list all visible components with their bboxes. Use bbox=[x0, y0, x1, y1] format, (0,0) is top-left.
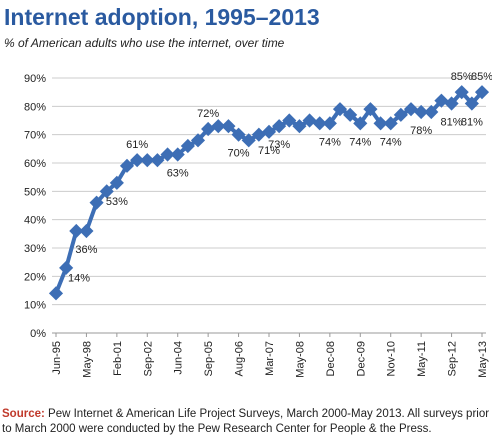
marker bbox=[464, 96, 479, 111]
marker bbox=[363, 102, 378, 117]
x-tick-label: Dec-08 bbox=[325, 341, 337, 376]
x-tick-label: May-13 bbox=[477, 341, 489, 378]
x-tick-label: Aug-06 bbox=[234, 341, 246, 376]
marker bbox=[322, 116, 337, 131]
x-tick-label: Sep-05 bbox=[203, 341, 215, 376]
y-tick-label: 30% bbox=[24, 243, 46, 255]
y-tick-label: 90% bbox=[24, 73, 46, 85]
marker bbox=[150, 153, 165, 168]
marker bbox=[59, 260, 74, 275]
source-text: Pew Internet & American Life Project Sur… bbox=[2, 408, 490, 435]
chart-subtitle: % of American adults who use the interne… bbox=[4, 36, 285, 50]
data-label: 74% bbox=[319, 136, 341, 148]
x-tick-label: Mar-07 bbox=[264, 341, 276, 376]
y-tick-label: 0% bbox=[30, 328, 46, 340]
marker bbox=[393, 107, 408, 122]
marker bbox=[180, 138, 195, 154]
y-tick-label: 50% bbox=[24, 186, 46, 198]
data-label: 74% bbox=[380, 136, 402, 148]
marker bbox=[79, 223, 94, 239]
marker bbox=[332, 102, 348, 117]
marker bbox=[424, 104, 439, 120]
marker bbox=[241, 133, 256, 148]
data-label: 73% bbox=[268, 139, 290, 151]
marker bbox=[160, 147, 175, 162]
data-label: 85% bbox=[451, 71, 473, 83]
marker bbox=[474, 85, 490, 100]
y-tick-label: 40% bbox=[24, 215, 46, 227]
marker bbox=[251, 127, 266, 142]
x-tick-label: Feb-01 bbox=[112, 341, 124, 376]
marker bbox=[414, 104, 429, 120]
marker bbox=[343, 107, 358, 122]
marker bbox=[190, 133, 206, 148]
marker bbox=[373, 116, 388, 131]
chart-title: Internet adoption, 1995–2013 bbox=[4, 4, 320, 30]
y-tick-label: 80% bbox=[24, 101, 46, 113]
data-label: 14% bbox=[68, 272, 90, 284]
data-label: 53% bbox=[106, 196, 128, 208]
line bbox=[54, 89, 484, 295]
x-tick-label: Dec-09 bbox=[355, 341, 367, 376]
marker bbox=[312, 116, 327, 131]
data-label: 61% bbox=[126, 139, 148, 151]
marker bbox=[170, 147, 185, 162]
data-label: 81% bbox=[441, 117, 463, 129]
x-tick-label: Jun-04 bbox=[173, 341, 185, 375]
data-label: 36% bbox=[75, 244, 97, 256]
x-tick-label: May-11 bbox=[416, 341, 428, 377]
y-tick-label: 20% bbox=[24, 271, 46, 283]
y-tick-label: 70% bbox=[24, 130, 46, 142]
y-tick-label: 60% bbox=[24, 158, 46, 170]
marker bbox=[403, 102, 419, 117]
marker bbox=[261, 124, 277, 139]
marker bbox=[292, 119, 307, 134]
data-label: 74% bbox=[349, 136, 371, 148]
x-tick-label: May-08 bbox=[294, 341, 306, 378]
x-tick-label: Nov-10 bbox=[386, 341, 398, 376]
marker bbox=[434, 93, 449, 108]
marker bbox=[272, 119, 287, 134]
marker bbox=[130, 153, 145, 168]
data-label: 63% bbox=[167, 168, 189, 180]
data-label: 70% bbox=[228, 148, 250, 160]
data-label: 85% bbox=[471, 71, 492, 83]
marker bbox=[444, 96, 459, 111]
marker bbox=[383, 116, 398, 131]
chart: 0% 10% 20% 30% 40% 50% 60% 70% 80% 90% Jun-95 May-9… bbox=[24, 71, 492, 378]
marker bbox=[48, 286, 64, 301]
source-label: Source: bbox=[2, 408, 45, 420]
marker bbox=[282, 113, 297, 128]
marker bbox=[231, 127, 246, 142]
marker bbox=[353, 116, 368, 131]
marker bbox=[140, 153, 155, 168]
data-label: 81% bbox=[461, 117, 483, 129]
data-label: 72% bbox=[197, 108, 219, 120]
x-tick-label: Sep-12 bbox=[447, 341, 459, 376]
data-label: 78% bbox=[410, 125, 432, 137]
source-note: Source: Pew Internet & American Life Pro… bbox=[2, 407, 490, 437]
data-label: 71% bbox=[258, 145, 280, 157]
marker bbox=[302, 113, 317, 128]
x-tick-label: May-98 bbox=[81, 341, 93, 378]
x-tick-label: Sep-02 bbox=[142, 341, 154, 376]
marker bbox=[454, 85, 469, 100]
y-tick-label: 10% bbox=[24, 300, 46, 312]
x-tick-label: Jun-95 bbox=[51, 341, 63, 375]
